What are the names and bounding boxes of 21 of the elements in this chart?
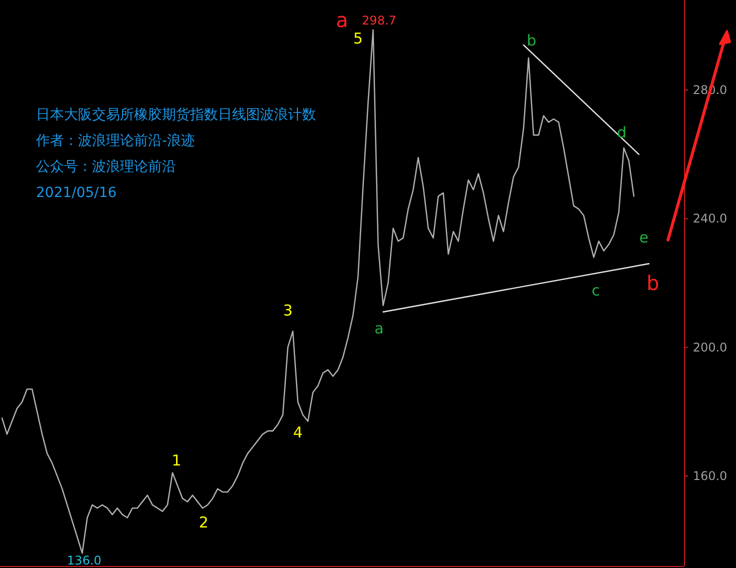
annotation: 2021/05/16: [36, 185, 117, 201]
annotation: 作者：波浪理论前沿-浪迹: [36, 133, 196, 149]
annotation: 2: [198, 513, 208, 532]
annotation: 1: [172, 451, 182, 470]
annotation: 3: [283, 301, 293, 320]
annotation: c: [592, 281, 600, 300]
annotation: d: [617, 123, 627, 142]
annotation: 4: [293, 423, 303, 442]
y-tick-label: 240.0: [692, 212, 728, 226]
annotation: b: [526, 31, 536, 50]
annotation: a: [374, 319, 384, 338]
y-tick-label: 200.0: [692, 340, 728, 354]
annotation: 5: [353, 29, 363, 48]
annotation: 136.0: [67, 553, 102, 568]
title: 日本大阪交易所橡胶期货指数日线图波浪计数: [36, 107, 316, 123]
annotation: b: [646, 271, 660, 296]
annotation: e: [639, 228, 648, 246]
annotation: 298.7: [362, 13, 396, 28]
y-tick-label: 160.0: [692, 468, 728, 483]
annotation: a: [336, 8, 348, 32]
annotation: 公众号：波浪理论前沿: [36, 159, 176, 175]
